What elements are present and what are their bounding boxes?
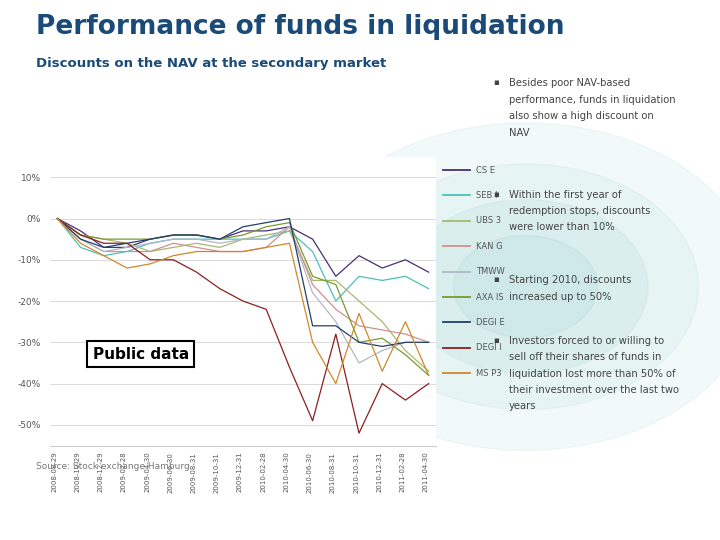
Text: ▪: ▪ [493, 275, 499, 285]
Text: Public data: Public data [93, 347, 189, 362]
Text: ▪: ▪ [493, 78, 499, 87]
Circle shape [353, 164, 698, 409]
Text: TMWW: TMWW [476, 267, 505, 276]
Text: Besides poor NAV-based
performance, funds in liquidation
also show a high discou: Besides poor NAV-based performance, fund… [509, 78, 675, 138]
Text: MS P3: MS P3 [476, 369, 502, 377]
Text: DEGI I: DEGI I [476, 343, 502, 352]
Text: SEB I: SEB I [476, 191, 498, 200]
Text: DEGI E: DEGI E [476, 318, 505, 327]
Text: 5: 5 [699, 521, 706, 531]
Text: ▪: ▪ [493, 190, 499, 199]
Circle shape [295, 123, 720, 450]
Text: ipd.com: ipd.com [339, 521, 381, 531]
Text: Investors forced to or willing to
sell off their shares of funds in
liquidation : Investors forced to or willing to sell o… [509, 336, 679, 411]
Text: AXA IS: AXA IS [476, 293, 503, 301]
Text: Performance of funds in liquidation: Performance of funds in liquidation [36, 14, 564, 39]
Text: Starting 2010, discounts
increased up to 50%: Starting 2010, discounts increased up to… [509, 275, 631, 302]
Text: Discounts on the NAV at the secondary market: Discounts on the NAV at the secondary ma… [36, 57, 386, 70]
Circle shape [403, 200, 648, 374]
Text: ▪: ▪ [493, 336, 499, 345]
Text: KAN G: KAN G [476, 242, 503, 251]
Text: Within the first year of
redemption stops, discounts
were lower than 10%: Within the first year of redemption stop… [509, 190, 650, 232]
Circle shape [454, 235, 598, 338]
Text: © IPD 2011: © IPD 2011 [14, 521, 75, 531]
Text: UBS 3: UBS 3 [476, 217, 501, 225]
Text: Source: Stock exchange Hamburg: Source: Stock exchange Hamburg [36, 462, 190, 471]
Text: CS E: CS E [476, 166, 495, 174]
